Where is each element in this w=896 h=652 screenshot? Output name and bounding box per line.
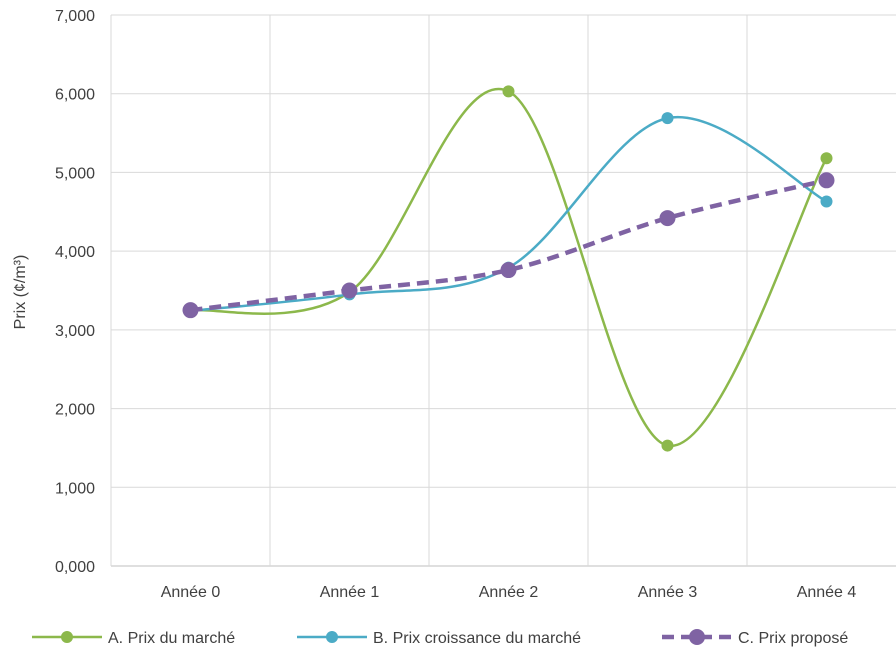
x-tick-label: Année 2: [479, 584, 539, 601]
legend-label: B. Prix croissance du marché: [373, 630, 581, 647]
data-point: [661, 439, 674, 452]
series-2: [184, 112, 833, 317]
legend-label: A. Prix du marché: [108, 630, 235, 647]
data-point: [341, 282, 358, 299]
x-axis-ticks: Année 0 Année 1 Année 2 Année 3 Année 4: [161, 584, 857, 601]
data-point: [659, 210, 676, 227]
legend-swatch-marker: [689, 629, 705, 645]
y-tick-label: 7,000: [55, 8, 95, 25]
y-tick-label: 5,000: [55, 165, 95, 182]
data-point: [502, 85, 515, 98]
data-point: [661, 112, 674, 125]
data-point: [182, 302, 199, 319]
y-axis-ticks: 0,000 1,000 2,000 3,000 4,000 5,000 6,000 7,000: [55, 8, 95, 576]
data-point: [818, 172, 835, 189]
data-point: [820, 152, 833, 165]
y-tick-label: 1,000: [55, 480, 95, 497]
legend: A. Prix du marché B. Prix croissance du m…: [32, 629, 848, 647]
gridlines: [110, 14, 896, 567]
data-point: [500, 262, 517, 279]
legend-swatch-marker: [326, 631, 338, 643]
y-tick-label: 2,000: [55, 402, 95, 419]
legend-item: C. Prix proposé: [662, 629, 848, 647]
series-line: [189, 87, 828, 447]
x-tick-label: Année 1: [320, 584, 380, 601]
legend-swatch-marker: [61, 631, 73, 643]
y-tick-label: 0,000: [55, 559, 95, 576]
series-3: [182, 172, 835, 319]
x-tick-label: Année 3: [638, 584, 698, 601]
series-line: [189, 115, 828, 313]
x-tick-label: Année 4: [797, 584, 857, 601]
legend-label: C. Prix proposé: [738, 630, 848, 647]
y-tick-label: 3,000: [55, 323, 95, 340]
y-tick-label: 6,000: [55, 87, 95, 104]
y-axis-title: Prix (¢/m³): [12, 255, 29, 330]
data-point: [820, 195, 833, 208]
series-lines: [182, 85, 835, 452]
y-tick-label: 4,000: [55, 244, 95, 261]
legend-item: A. Prix du marché: [32, 630, 235, 647]
x-tick-label: Année 0: [161, 584, 221, 601]
series-line: [190, 178, 828, 313]
legend-item: B. Prix croissance du marché: [297, 630, 581, 647]
